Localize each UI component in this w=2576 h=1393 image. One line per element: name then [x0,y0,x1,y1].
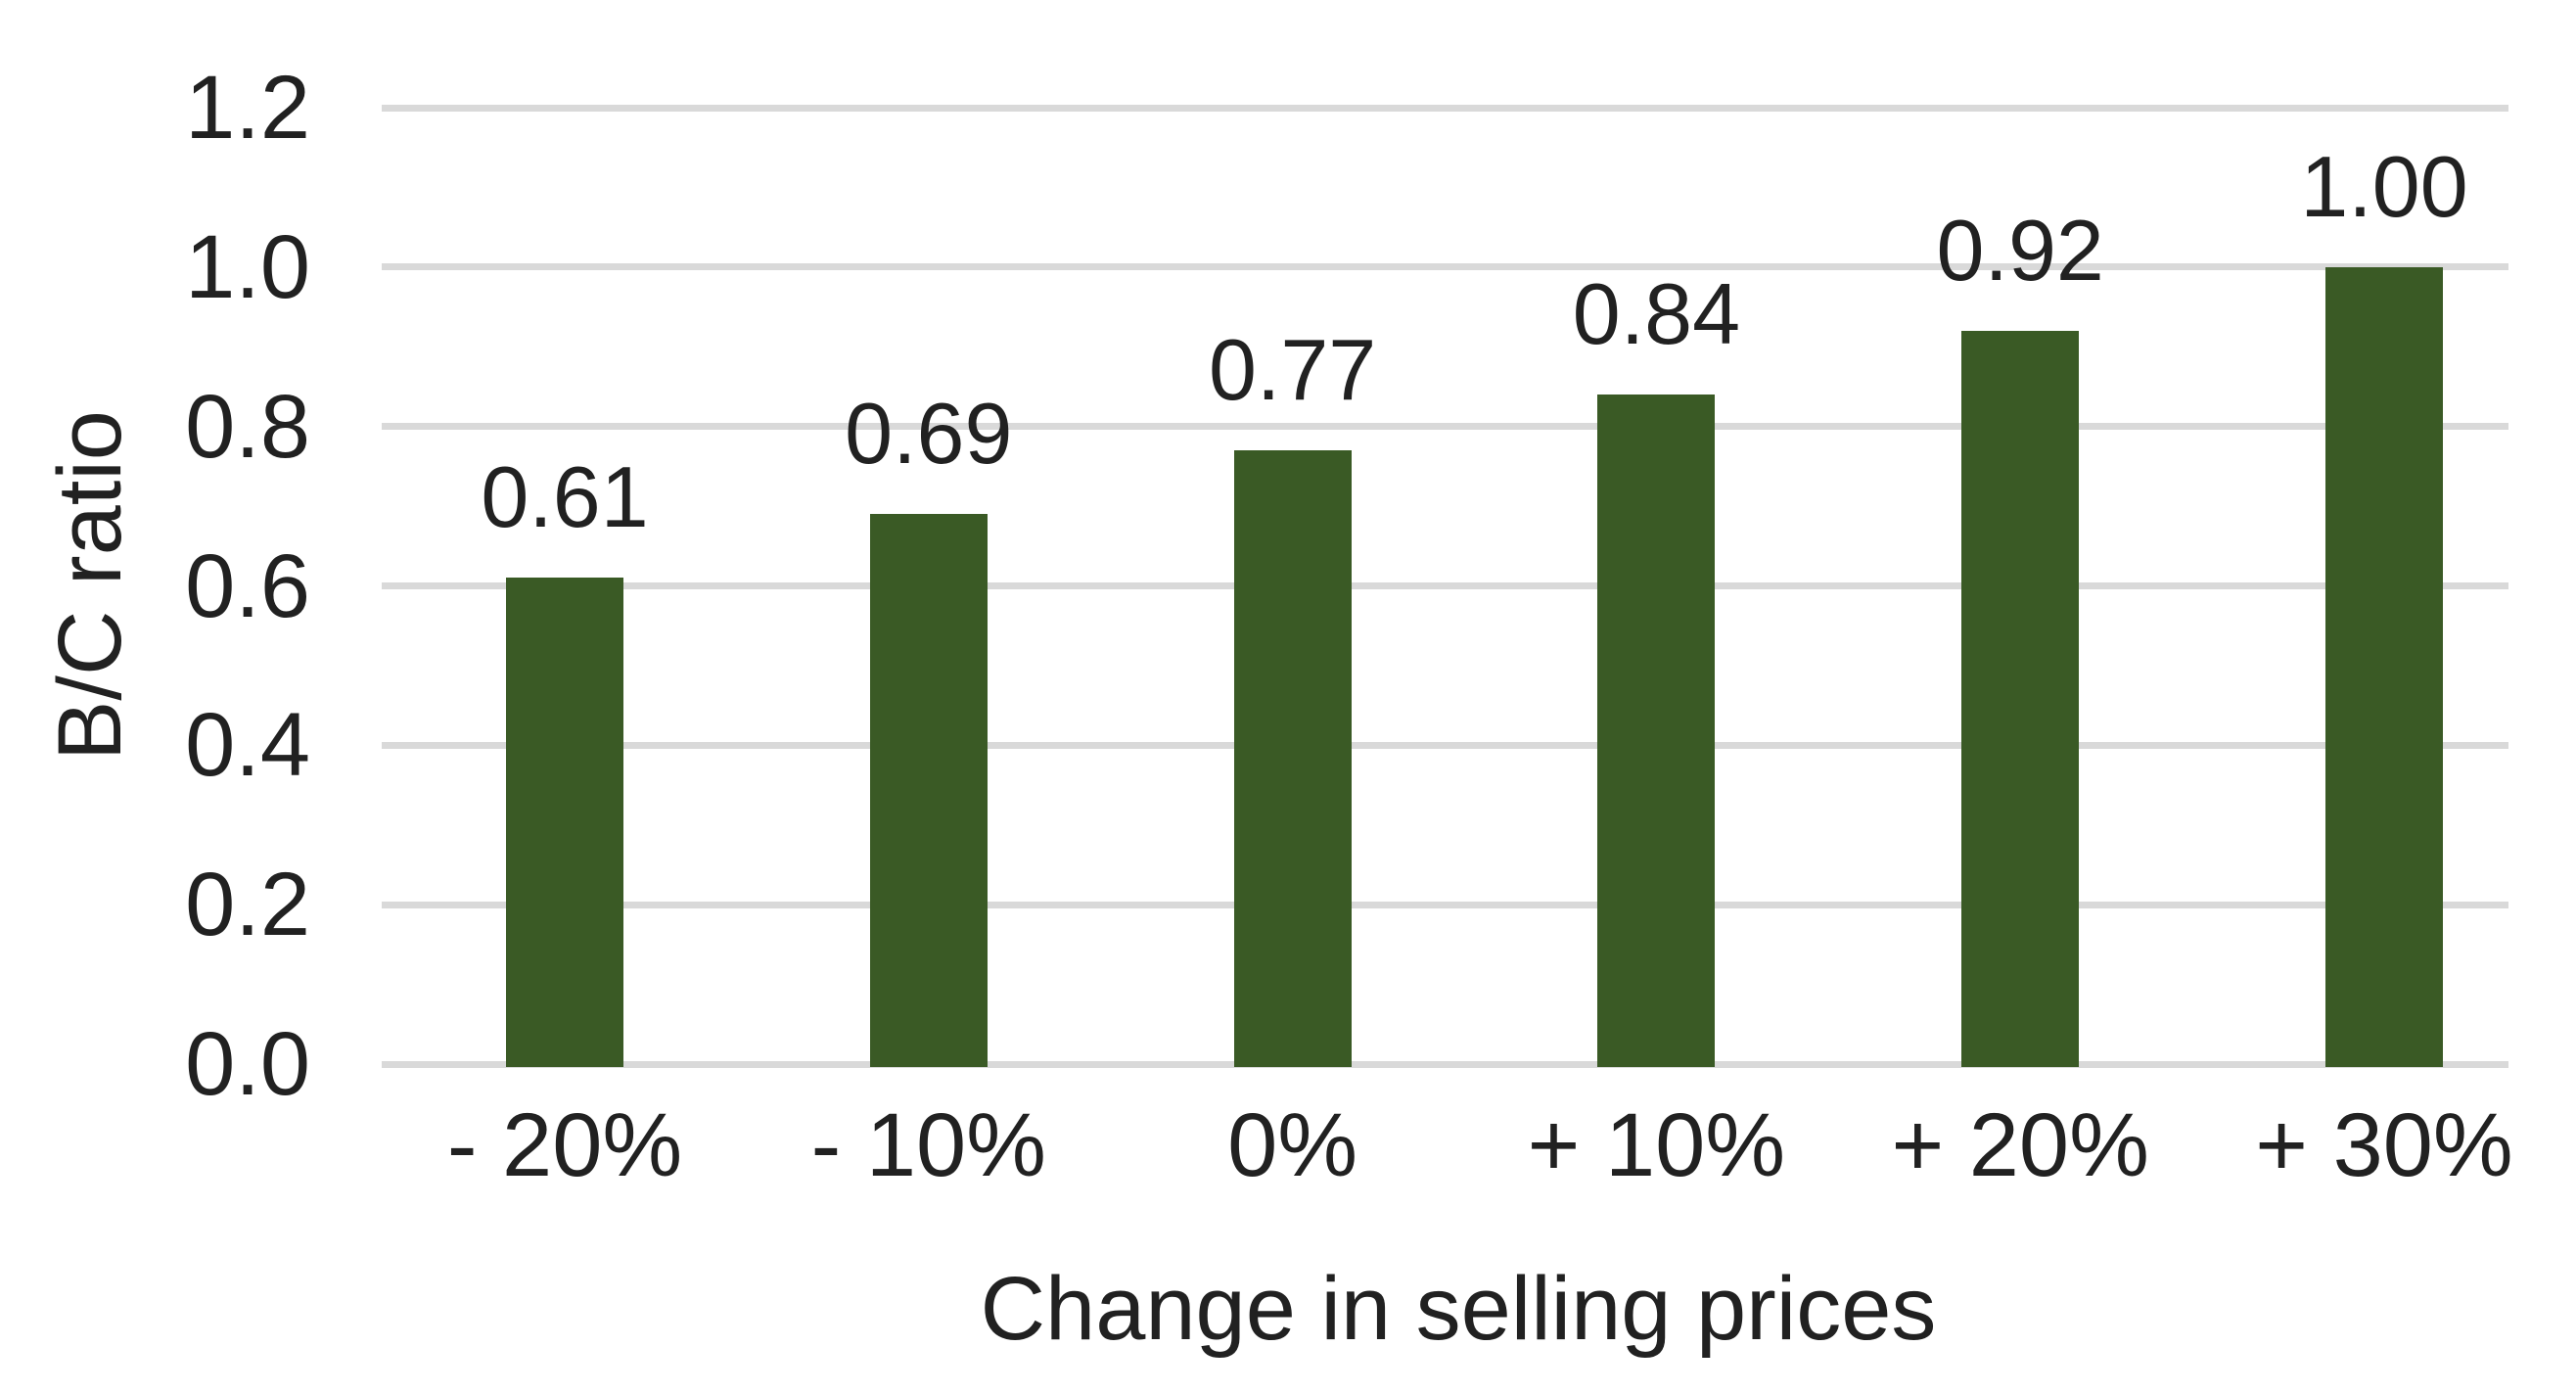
gridline [382,582,2508,589]
y-tick-label: 1.2 [185,58,310,158]
y-tick-label: 0.4 [185,695,310,796]
gridline [382,423,2508,431]
x-tick-label: + 30% [2255,1095,2513,1195]
bar [506,578,623,1068]
gridline [382,1060,2508,1068]
bar [1597,395,1716,1068]
bar-value-label: 0.61 [481,448,649,546]
x-tick-label: - 20% [446,1095,683,1195]
y-tick-label: 1.0 [185,216,310,317]
x-tick-label: + 10% [1527,1095,1786,1195]
gridline [382,741,2508,749]
bar-value-label: 0.84 [1572,265,1741,363]
bar-value-label: 1.00 [2300,137,2468,235]
gridline [382,901,2508,908]
x-tick-label: 0% [1227,1095,1358,1195]
bar [1233,450,1352,1068]
bar-value-label: 0.69 [845,385,1013,483]
y-tick-label: 0.2 [185,855,310,955]
bar [869,514,988,1068]
y-tick-label: 0.8 [185,376,310,477]
y-tick-label: 0.6 [185,535,310,636]
bar [2325,266,2443,1068]
gridline [382,104,2508,112]
bar-value-label: 0.92 [1936,201,2104,299]
x-tick-label: - 10% [810,1095,1046,1195]
x-tick-label: + 20% [1891,1095,2149,1195]
bar [1961,330,2080,1068]
bar-value-label: 0.77 [1208,321,1377,419]
y-tick-label: 0.0 [185,1014,310,1114]
x-axis-title: Change in selling prices [980,1259,1937,1359]
gridline [382,263,2508,271]
